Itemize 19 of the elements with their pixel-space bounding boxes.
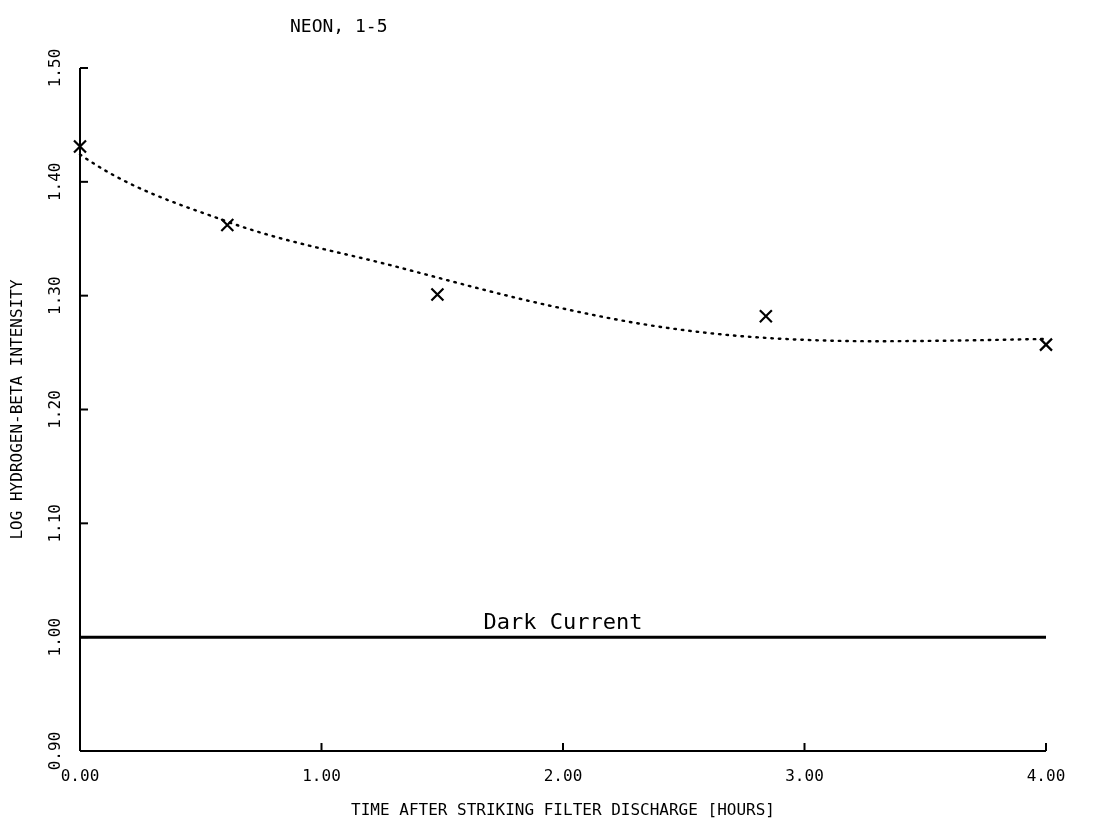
point [758, 309, 773, 324]
y-axis-title: LOG HYDROGEN-BETA INTENSITY [7, 279, 26, 540]
point [220, 217, 235, 233]
point [430, 287, 445, 302]
x-tick-label: 2.00 [543, 766, 583, 785]
chart-title: NEON, 1-5 [290, 15, 388, 36]
y-tick-label: 1.10 [45, 504, 64, 543]
x-axis-title: TIME AFTER STRIKING FILTER DISCHARGE [HOURS] [351, 800, 775, 819]
x-tick-label: 1.00 [302, 766, 341, 785]
y-tick-label: 1.40 [45, 162, 64, 202]
y-tick-label: 1.50 [45, 48, 64, 88]
x-tick-label: 3.00 [785, 766, 824, 785]
y-tick-label: 1.20 [45, 390, 64, 429]
x-tick-label: 4.00 [1026, 766, 1066, 785]
point [1038, 337, 1054, 352]
y-tick-label: 1.00 [45, 617, 64, 657]
point [72, 139, 88, 154]
y-tick-label: 1.30 [45, 276, 64, 315]
ref-line-label: Dark Current [483, 609, 643, 635]
